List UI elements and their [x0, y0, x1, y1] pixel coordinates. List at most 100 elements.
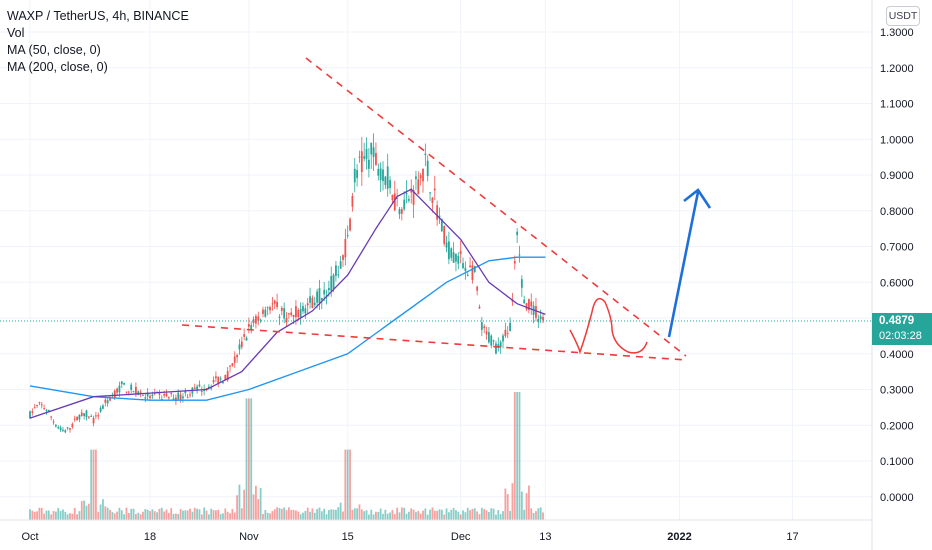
volume-bar — [407, 511, 410, 520]
volume-bars — [29, 392, 544, 520]
volume-bar — [433, 510, 436, 520]
volume-bar — [339, 502, 342, 520]
volume-bar — [299, 514, 302, 520]
candle-body — [90, 415, 93, 417]
candle-body — [384, 176, 387, 185]
volume-bar — [469, 510, 471, 520]
candle-body — [113, 390, 116, 398]
candle-body — [518, 254, 521, 256]
candlesticks — [29, 133, 544, 434]
volume-bar — [520, 491, 523, 520]
candle-body — [198, 384, 201, 387]
candle-body — [257, 316, 260, 321]
volume-bar — [379, 508, 382, 520]
volume-bar — [217, 509, 220, 520]
candle-body — [153, 393, 156, 395]
candle-body — [99, 407, 102, 412]
candle-body — [403, 199, 406, 210]
volume-bar — [264, 510, 267, 520]
volume-bar — [252, 494, 255, 520]
candle-body — [363, 156, 366, 159]
volume-bar — [226, 511, 229, 520]
volume-bar — [189, 508, 191, 520]
price-tick-label: 0.7000 — [880, 242, 914, 254]
legend-volume[interactable]: Vol — [7, 26, 25, 40]
volume-bar — [325, 514, 328, 520]
volume-bar — [132, 508, 135, 520]
candle-body — [459, 250, 462, 254]
candle-body — [287, 313, 290, 315]
candle-body — [523, 299, 526, 304]
candle-body — [509, 322, 511, 332]
volume-bar — [445, 508, 448, 520]
volume-bar — [90, 449, 93, 520]
candle-body — [375, 153, 377, 165]
candle-body — [410, 188, 413, 193]
currency-button[interactable]: USDT — [886, 6, 920, 26]
volume-bar — [356, 508, 359, 520]
candle-body — [233, 356, 236, 363]
candle-body — [222, 382, 224, 384]
last-price-tag: 0.4879 02:03:28 — [872, 313, 932, 345]
candle-body — [323, 289, 326, 295]
volume-bar — [273, 509, 276, 520]
time-tick-label: 18 — [144, 531, 156, 543]
candle-body — [299, 308, 302, 318]
volume-bar — [391, 510, 394, 520]
legend-symbol[interactable]: WAXP / TetherUS, 4h, BINANCE — [7, 9, 189, 23]
volume-bar — [342, 511, 344, 520]
breakout-arrowhead — [683, 188, 712, 209]
candle-body — [332, 274, 335, 289]
volume-bar — [535, 511, 537, 520]
volume-bar — [191, 511, 194, 520]
volume-bar — [403, 507, 406, 520]
candle-body — [535, 306, 537, 318]
volume-bar — [429, 509, 431, 520]
time-axis[interactable]: Oct 18 Nov 15 Dec 13 2022 17 — [21, 531, 798, 543]
volume-bar — [384, 509, 387, 520]
candle-body — [304, 308, 307, 314]
candle-body — [85, 410, 88, 418]
volume-bar — [316, 509, 319, 520]
candle-body — [186, 396, 189, 398]
candle-body — [412, 190, 415, 205]
candle-body — [297, 310, 300, 318]
candle-body — [87, 416, 90, 418]
volume-bar — [506, 494, 509, 520]
candle-body — [151, 394, 154, 397]
price-tick-label: 0.3000 — [880, 385, 914, 397]
candle-body — [426, 160, 429, 176]
volume-bar — [43, 513, 46, 520]
candle-body — [97, 415, 100, 417]
volume-bar — [212, 510, 215, 520]
candle-body — [149, 395, 151, 399]
candle-body — [54, 424, 57, 427]
volume-bar — [471, 508, 474, 520]
volume-bar — [523, 509, 526, 520]
volume-bar — [363, 511, 366, 520]
volume-bar — [207, 514, 210, 520]
volume-bar — [412, 509, 415, 520]
volume-bar — [99, 504, 102, 520]
volume-bar — [360, 509, 363, 520]
volume-bar — [146, 509, 149, 520]
candle-body — [266, 307, 269, 309]
price-tick-label: 1.0000 — [880, 134, 914, 146]
volume-bar — [431, 507, 434, 520]
legend-ma200[interactable]: MA (200, close, 0) — [7, 60, 108, 74]
volume-bar — [495, 514, 497, 520]
volume-bar — [393, 514, 396, 520]
volume-bar — [492, 508, 495, 520]
volume-bar — [447, 512, 450, 520]
candle-body — [492, 340, 495, 342]
legend-ma50[interactable]: MA (50, close, 0) — [7, 43, 101, 57]
candle-body — [210, 387, 213, 389]
volume-bar — [539, 507, 542, 520]
price-axis[interactable]: 1.3000 1.2000 1.1000 1.0000 0.9000 0.8000 0.70… — [880, 27, 914, 504]
volume-bar — [313, 512, 316, 520]
volume-bar — [165, 509, 168, 520]
volume-bar — [375, 511, 377, 520]
volume-bar — [426, 514, 429, 520]
volume-bar — [167, 513, 170, 520]
